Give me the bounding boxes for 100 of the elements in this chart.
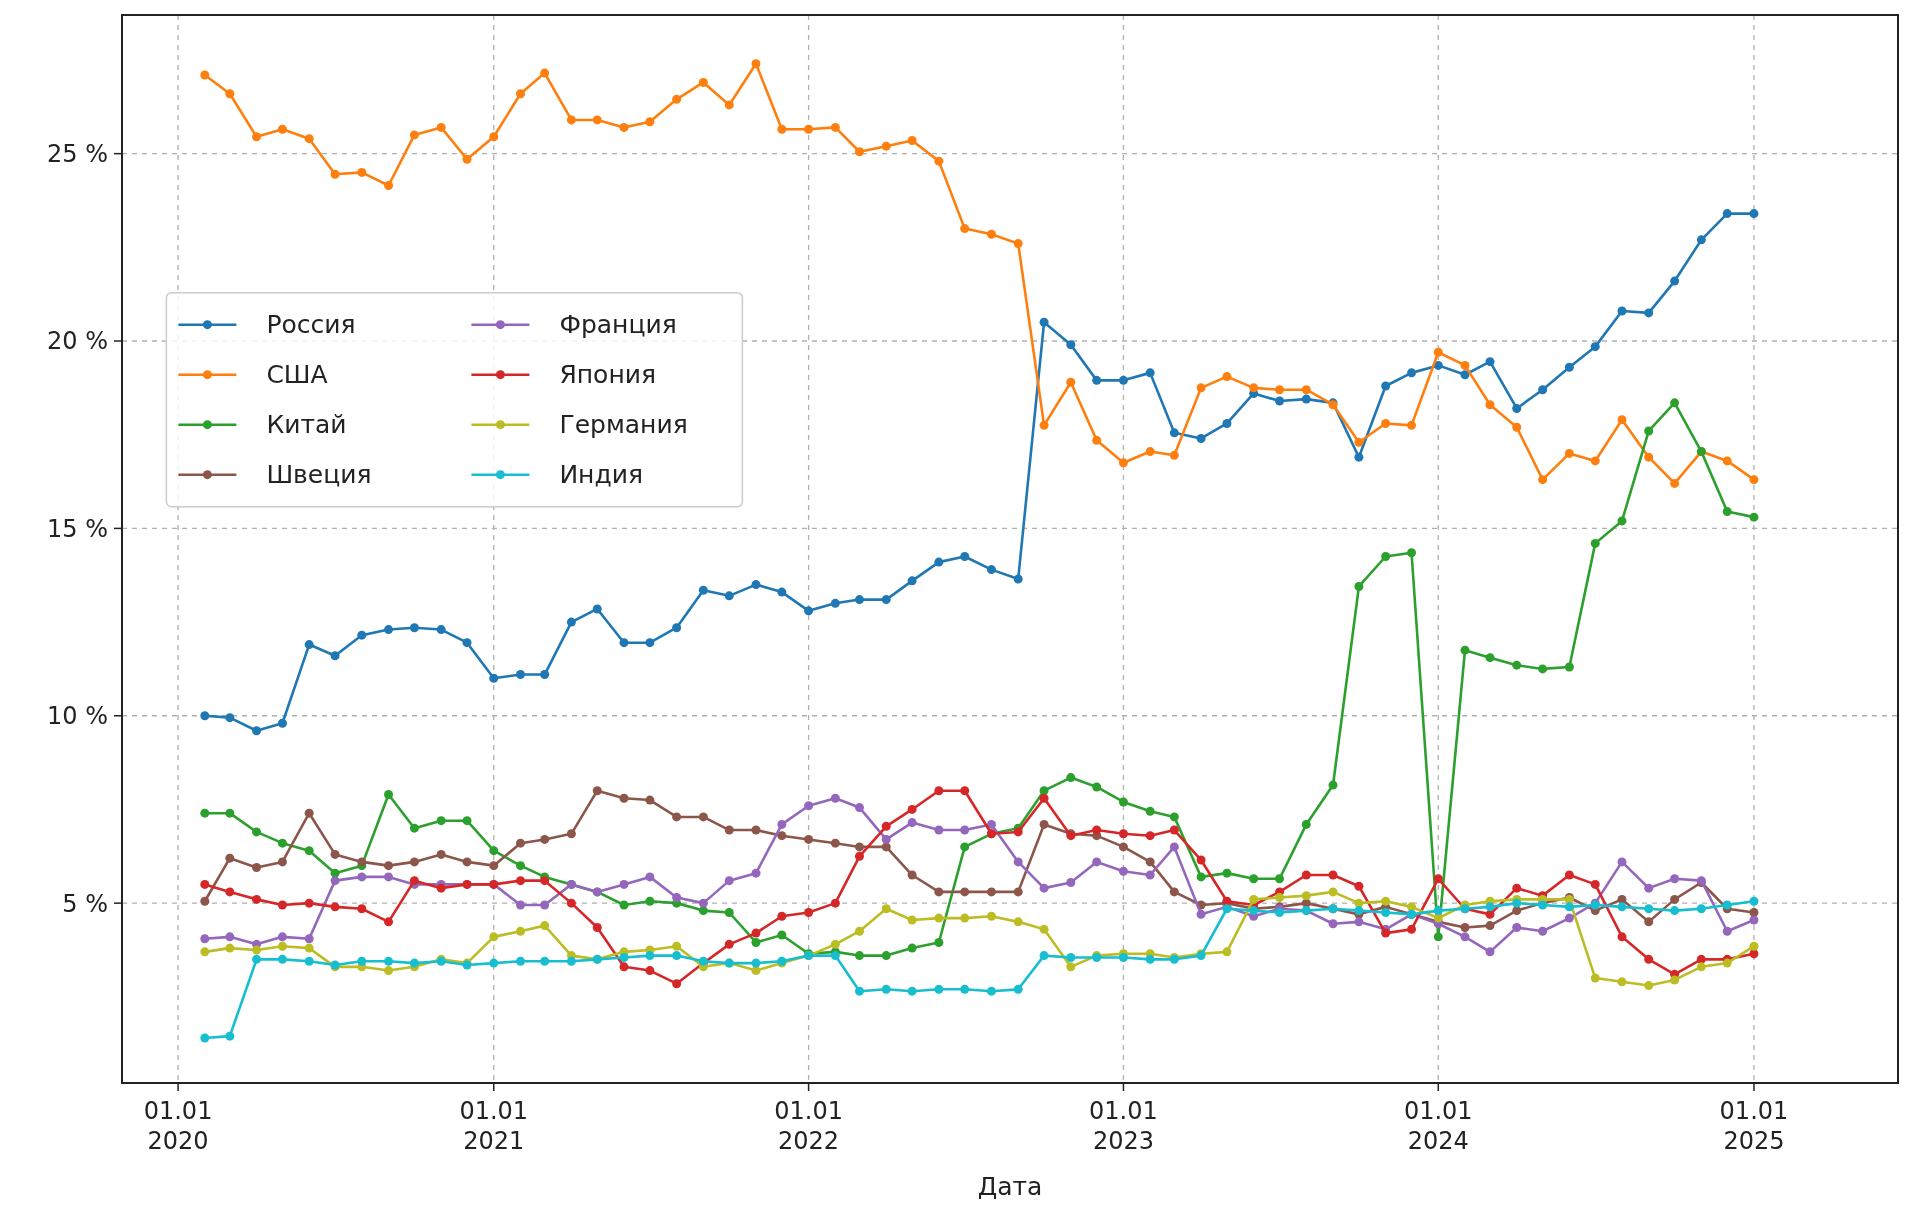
point [751,868,761,878]
point [1749,941,1759,951]
point [1617,857,1627,867]
point [1381,552,1391,561]
point [200,808,210,818]
y-tick-label: 5 % [62,889,108,918]
point [934,937,944,947]
point [225,932,235,942]
point [1407,420,1417,430]
point [1749,475,1759,485]
point [1407,548,1417,558]
point [1013,887,1023,897]
point [200,934,210,944]
point [1301,385,1311,395]
point [384,861,394,871]
point [698,906,708,916]
point [777,587,787,597]
point [1169,825,1179,835]
point [907,818,917,828]
point [619,793,629,803]
point [881,595,891,605]
point [907,870,917,880]
point [357,872,367,882]
point [225,713,235,723]
point [907,943,917,953]
point [1696,235,1706,245]
point [566,898,576,908]
point [330,849,340,859]
point [566,115,576,125]
point [907,804,917,814]
point [854,926,864,936]
point [777,930,787,940]
point [1381,418,1391,428]
point [1485,947,1495,957]
point [1013,917,1023,927]
point [804,834,814,844]
point [1538,475,1548,485]
point [1301,394,1311,404]
point [436,816,446,826]
point [1564,913,1574,923]
point [566,956,576,966]
point [960,786,970,796]
point [1249,894,1259,904]
point [1564,902,1574,912]
point [1092,857,1102,867]
point [1670,874,1680,884]
point [277,838,287,848]
point [672,951,682,961]
point [1145,447,1155,457]
point [384,956,394,966]
point [1381,896,1391,906]
point [1196,855,1206,865]
point [516,956,525,966]
point [225,887,235,897]
point [1722,456,1732,466]
legend-label: США [266,360,328,390]
point [724,908,734,917]
point [1564,870,1574,880]
point [960,825,970,835]
point [804,801,814,811]
point [1433,874,1443,884]
point [934,156,944,166]
point [1301,870,1311,880]
point [881,821,891,831]
point [751,937,761,947]
point [1066,377,1076,387]
point [1512,906,1522,916]
point [225,89,235,99]
point [1039,793,1049,803]
point [986,229,996,239]
point [881,984,891,994]
point [1249,874,1259,884]
point [1039,317,1049,327]
point [1381,908,1391,917]
point [777,819,787,829]
point [277,954,287,964]
point [619,122,629,132]
point [384,789,394,799]
point [1644,954,1654,964]
point [1670,398,1680,408]
point [252,894,262,904]
point [1354,917,1364,927]
point [1092,375,1102,385]
point [830,838,840,848]
point [1145,806,1155,816]
point [277,718,287,728]
point [1564,662,1574,672]
point [1013,857,1023,867]
y-tick-label: 10 % [47,702,108,731]
point [1485,902,1495,912]
point [986,565,996,575]
point [698,585,708,595]
point [986,887,996,897]
point [409,623,419,633]
point [1118,866,1128,876]
point [1485,357,1495,367]
point [1749,512,1759,522]
point [1039,883,1049,893]
point [854,595,864,605]
point [1696,962,1706,972]
